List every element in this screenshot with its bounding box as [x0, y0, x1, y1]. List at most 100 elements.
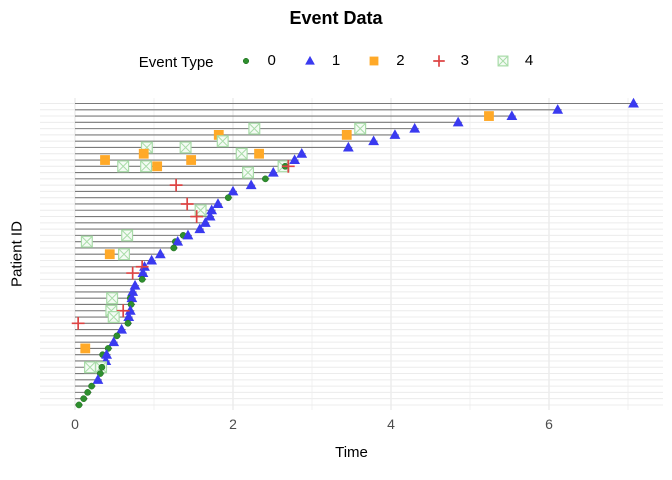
marker-triangle-1: [368, 135, 380, 146]
marker-circle-0: [242, 57, 249, 64]
legend-item-label: 0: [267, 52, 276, 69]
marker-circle-0: [96, 370, 104, 377]
marker-triangle-1: [552, 104, 564, 114]
marker-circle-0: [75, 401, 83, 409]
marker-open-square-x-4: [121, 229, 134, 242]
marker-circle-0: [224, 194, 232, 202]
marker-circle-0: [98, 363, 106, 371]
marker-triangle-1: [342, 141, 354, 152]
marker-triangle-1: [204, 210, 216, 221]
marker-open-square-x-4: [235, 147, 248, 160]
marker-square-2: [80, 343, 91, 354]
marker-square-2: [186, 155, 197, 165]
marker-triangle-1: [296, 148, 308, 158]
legend-marker-circle-icon: [242, 57, 249, 64]
marker-triangle-1: [267, 166, 279, 177]
marker-plus-3: [432, 54, 445, 67]
marker-triangle-1: [127, 286, 139, 296]
marker-plus-3: [180, 197, 194, 211]
marker-square-2: [369, 56, 379, 65]
marker-open-square-x-4: [242, 166, 255, 179]
marker-triangle-1: [227, 185, 239, 196]
x-axis-tick-labels: 0 2 4 6: [71, 416, 553, 432]
marker-triangle-1: [409, 122, 421, 133]
marker-triangle-1: [194, 223, 206, 234]
legend: Event Type 0 1 2 3 4: [0, 52, 672, 73]
marker-square-2: [213, 130, 224, 140]
marker-open-square-x-4: [179, 141, 192, 154]
marker-circle-0: [88, 382, 95, 390]
x-tick-label: 2: [229, 416, 237, 432]
marker-triangle-1: [123, 311, 135, 322]
x-axis-label: Time: [335, 444, 368, 461]
marker-open-square-x-4: [497, 55, 509, 66]
marker-open-square-x-4: [80, 235, 93, 248]
marker-open-square-x-4: [216, 135, 229, 148]
legend-item-0: 0: [238, 52, 276, 69]
marker-square-2: [152, 161, 163, 172]
marker-triangle-1: [124, 305, 136, 315]
marker-triangle-1: [452, 116, 464, 127]
marker-open-square-x-4: [248, 122, 261, 135]
marker-triangle-1: [182, 229, 194, 240]
marker-open-square-x-4: [107, 311, 120, 324]
marker-triangle-1: [289, 154, 301, 165]
x-tick-label: 4: [387, 416, 395, 432]
marker-square-2: [484, 111, 494, 121]
marker-square-2: [138, 148, 149, 159]
marker-circle-0: [124, 319, 132, 327]
legend-marker-open-square-x-icon: [497, 55, 509, 66]
marker-plus-3: [169, 178, 183, 192]
marker-triangle-1: [108, 336, 120, 347]
legend-marker-triangle-icon: [305, 55, 315, 65]
legend-item-label: 3: [460, 52, 469, 69]
marker-triangle-1: [126, 292, 138, 303]
legend-item-2: 2: [366, 52, 405, 69]
marker-open-square-x-4: [140, 160, 153, 173]
marker-open-square-x-4: [106, 292, 119, 305]
marker-circle-0: [262, 175, 269, 183]
marker-triangle-1: [245, 179, 257, 190]
marker-circle-0: [80, 395, 88, 403]
x-tick-label: 0: [71, 416, 79, 432]
y-axis-label: Patient ID: [8, 221, 26, 287]
marker-triangle-1: [129, 279, 141, 290]
legend-title: Event Type: [138, 53, 214, 71]
legend-marker-square-icon: [369, 56, 379, 65]
event-markers: [71, 97, 639, 409]
marker-triangle-1: [154, 248, 166, 259]
legend-marker-plus-icon: [432, 54, 445, 67]
marker-open-square-x-4: [117, 160, 130, 173]
marker-triangle-1: [506, 110, 518, 121]
marker-circle-0: [84, 389, 91, 396]
marker-triangle-1: [172, 235, 184, 246]
marker-triangle-1: [137, 267, 149, 278]
marker-plus-3: [281, 159, 295, 173]
marker-open-square-x-4: [84, 361, 97, 374]
marker-plus-3: [190, 210, 204, 223]
marker-open-square-x-4: [354, 122, 367, 135]
marker-triangle-1: [212, 198, 224, 208]
legend-item-label: 4: [524, 52, 534, 69]
marker-circle-0: [113, 332, 121, 340]
chart-title: Event Data: [289, 8, 383, 28]
marker-triangle-1: [206, 204, 218, 215]
marker-square-2: [104, 249, 115, 260]
legend-items: 0 1 2 3 4: [238, 52, 534, 73]
marker-triangle-1: [101, 349, 112, 359]
legend-item-3: 3: [431, 52, 469, 69]
marker-triangle-1: [305, 55, 315, 65]
marker-open-square-x-4: [140, 141, 153, 154]
marker-plus-3: [116, 304, 130, 318]
legend-item-label: 2: [396, 52, 405, 69]
marker-circle-0: [170, 244, 178, 252]
marker-square-2: [341, 130, 352, 140]
marker-plus-3: [126, 266, 140, 280]
marker-circle-0: [138, 275, 146, 283]
marker-triangle-1: [146, 254, 158, 265]
marker-triangle-1: [389, 129, 401, 139]
marker-square-2: [100, 155, 110, 165]
marker-square-2: [254, 148, 264, 159]
